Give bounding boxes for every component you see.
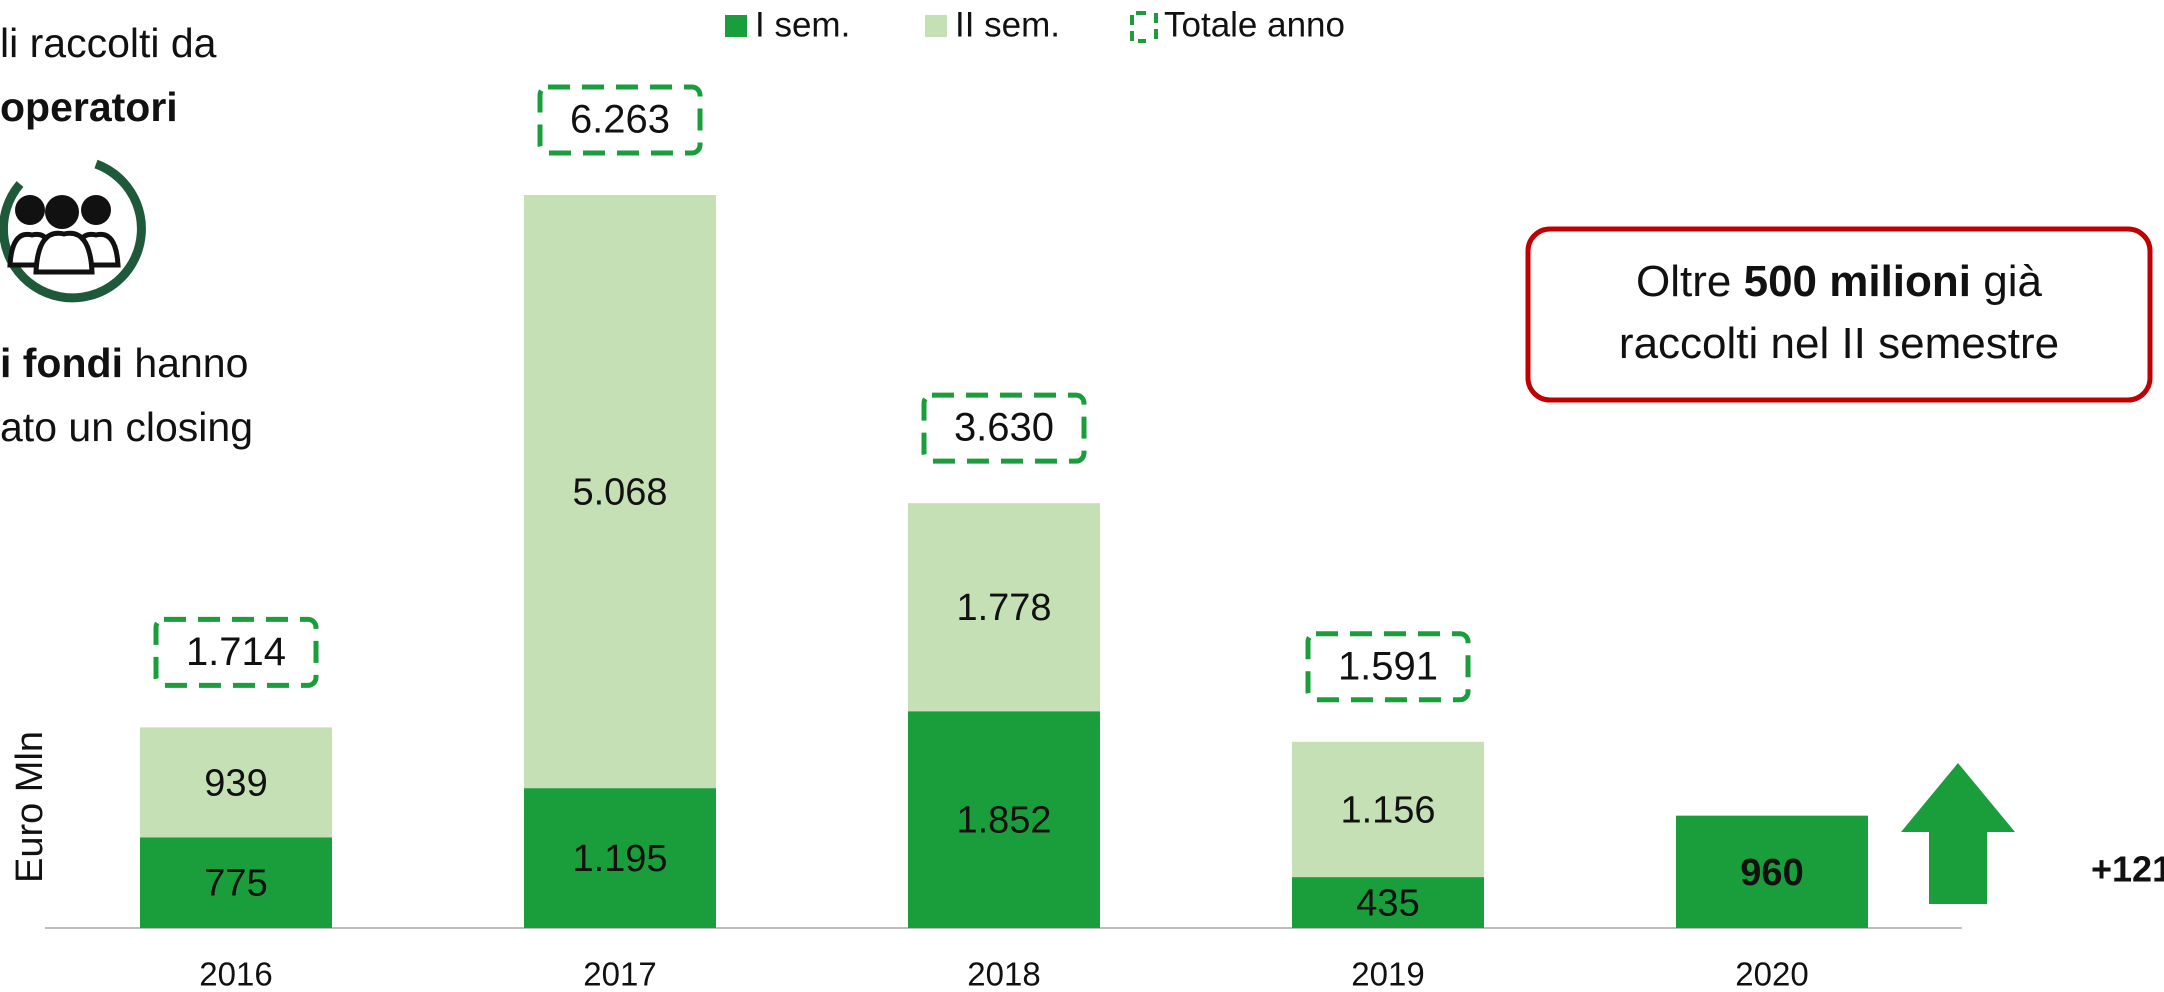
x-tick-label: 2018 <box>967 956 1040 992</box>
side-text-run: operatori <box>0 84 178 130</box>
side-text: ato un closing <box>0 404 253 450</box>
bar-segment <box>908 503 1100 712</box>
x-tick-label: 2016 <box>199 956 272 992</box>
side-text-run: ato un closing <box>0 404 253 450</box>
value-label: 775 <box>204 863 267 905</box>
side-text: i fondi hanno <box>0 340 248 386</box>
bar-segment <box>140 837 332 928</box>
growth-arrow <box>1901 763 2015 904</box>
value-label: 1.156 <box>1340 789 1435 831</box>
total-box <box>921 392 1087 464</box>
value-label: 960 <box>1740 852 1803 894</box>
legend-label: I sem. <box>755 5 850 44</box>
legend-label: Totale anno <box>1164 5 1345 44</box>
callout-text: Oltre 500 milioni già <box>1636 257 2042 306</box>
total-label: 6.263 <box>570 98 670 142</box>
callout-text: raccolti nel II semestre <box>1619 319 2059 368</box>
legend-label: II sem. <box>955 5 1060 44</box>
bar-segment <box>524 195 716 789</box>
y-axis-label: Euro Mln <box>9 731 51 883</box>
bar-segment <box>524 788 716 928</box>
total-label: 1.714 <box>186 630 286 674</box>
value-label: 435 <box>1356 883 1419 925</box>
money-icon <box>0 159 146 303</box>
total-label: 3.630 <box>954 406 1054 450</box>
bar-segment <box>1676 815 1868 928</box>
value-label: 1.778 <box>956 587 1051 629</box>
callout-text-run: raccolti nel II semestre <box>1619 319 2059 368</box>
value-label: 1.852 <box>956 800 1051 842</box>
x-tick-label: 2017 <box>583 956 656 992</box>
bar-segment <box>908 711 1100 928</box>
x-tick-label: 2020 <box>1735 956 1808 992</box>
x-tick-label: 2019 <box>1351 956 1424 992</box>
side-text-run: li raccolti da <box>0 20 217 66</box>
value-label: 939 <box>204 762 267 804</box>
bar-segment <box>1292 741 1484 878</box>
side-text: operatori <box>0 84 178 130</box>
bar-segment <box>1292 877 1484 928</box>
side-text: li raccolti da <box>0 20 217 66</box>
total-box <box>153 616 319 688</box>
total-label: 1.591 <box>1338 644 1438 688</box>
total-box <box>537 84 703 156</box>
callout-text-run: già <box>1971 257 2042 306</box>
legend-swatch <box>725 15 747 37</box>
total-box <box>1305 631 1471 703</box>
side-text-run: i fondi <box>0 340 123 386</box>
callout-box <box>1525 226 2153 403</box>
growth-label: +121% <box>2091 849 2164 890</box>
callout-text-run: Oltre <box>1636 257 1744 306</box>
value-label: 1.195 <box>572 838 667 880</box>
legend-swatch <box>925 15 947 37</box>
value-label: 5.068 <box>572 472 667 514</box>
bar-segment <box>140 727 332 838</box>
callout-text-run: 500 milioni <box>1744 257 1971 306</box>
side-text-run: hanno <box>123 340 248 386</box>
legend-swatch <box>1130 11 1158 43</box>
